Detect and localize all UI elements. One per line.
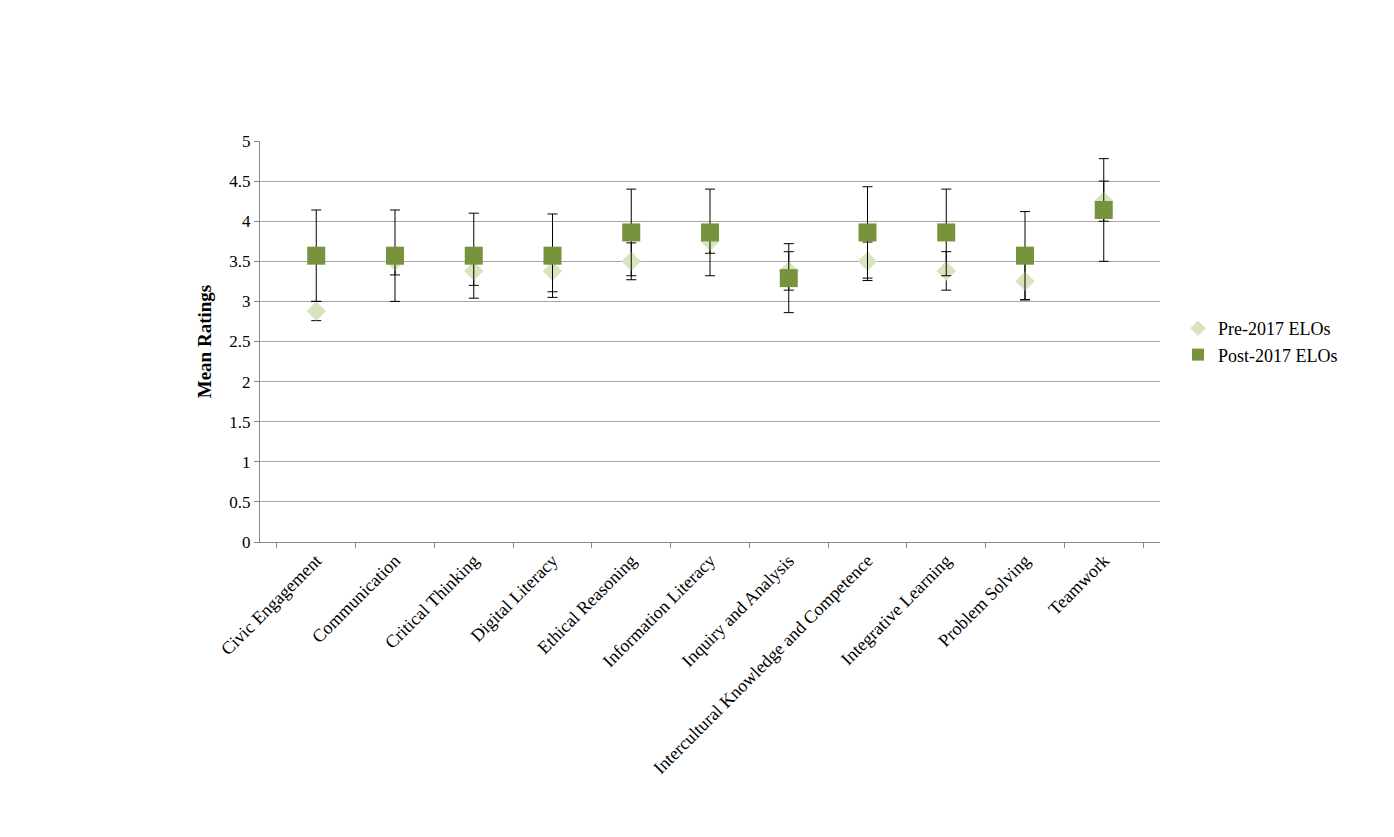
svg-text:Information Literacy: Information Literacy xyxy=(599,551,720,672)
svg-text:4: 4 xyxy=(242,212,251,231)
svg-text:0.5: 0.5 xyxy=(229,493,250,512)
svg-text:1: 1 xyxy=(242,453,251,472)
svg-text:Teamwork: Teamwork xyxy=(1045,551,1113,619)
svg-text:Ethical Reasoning: Ethical Reasoning xyxy=(533,551,640,658)
svg-text:2: 2 xyxy=(242,373,251,392)
svg-text:Mean Ratings: Mean Ratings xyxy=(194,285,215,398)
svg-text:Intercultural Knowledge and Co: Intercultural Knowledge and Competence xyxy=(649,551,876,778)
svg-text:4.5: 4.5 xyxy=(229,172,250,191)
svg-text:Digital Literacy: Digital Literacy xyxy=(467,551,562,646)
svg-text:Civic Engagement: Civic Engagement xyxy=(217,551,326,660)
svg-text:Pre-2017 ELOs: Pre-2017 ELOs xyxy=(1218,319,1330,339)
svg-text:5: 5 xyxy=(242,132,251,151)
svg-text:Post-2017 ELOs: Post-2017 ELOs xyxy=(1218,346,1338,366)
svg-text:1.5: 1.5 xyxy=(229,413,250,432)
svg-text:2.5: 2.5 xyxy=(229,332,250,351)
svg-text:0: 0 xyxy=(242,533,251,552)
svg-text:Critical Thinking: Critical Thinking xyxy=(381,551,483,653)
svg-text:Inquiry and Analysis: Inquiry and Analysis xyxy=(678,551,798,671)
svg-text:Integrative Learning: Integrative Learning xyxy=(837,551,955,669)
svg-text:3.5: 3.5 xyxy=(229,252,250,271)
svg-text:Communication: Communication xyxy=(308,551,404,647)
svg-text:3: 3 xyxy=(242,292,251,311)
svg-text:Problem Solving: Problem Solving xyxy=(934,551,1034,651)
